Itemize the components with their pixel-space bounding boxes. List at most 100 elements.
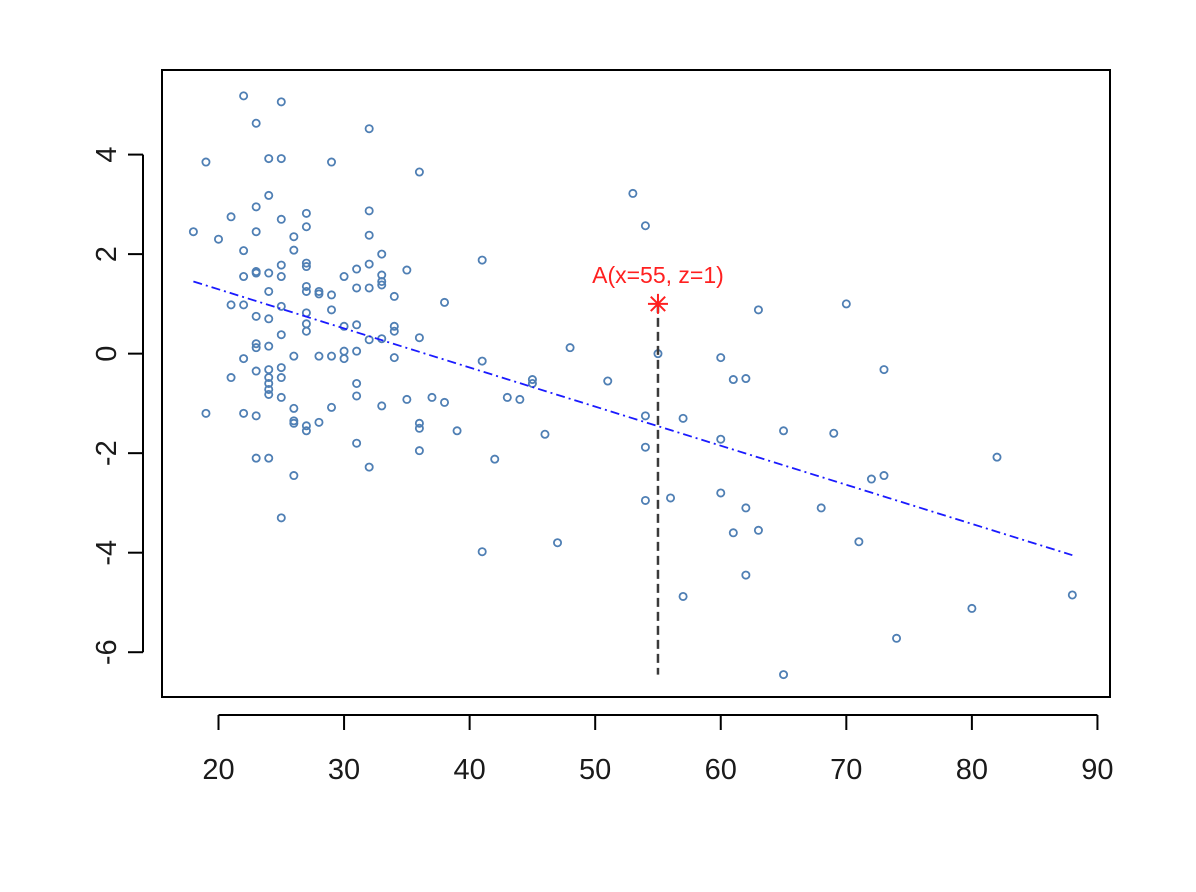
data-point [214,234,224,244]
data-point [276,363,286,373]
data-point [565,343,575,353]
data-point [239,408,249,418]
data-point [276,513,286,523]
data-point [414,423,424,433]
data-point [716,434,726,444]
data-point [301,262,311,272]
data-point [289,403,299,413]
data-point [264,389,274,399]
data-point [779,670,789,680]
data-point [477,547,487,557]
data-point [301,208,311,218]
data-point [389,353,399,363]
data-point [276,260,286,270]
x-tick-label: 60 [705,754,737,786]
data-point [414,167,424,177]
data-point [364,259,374,269]
data-point [678,591,688,601]
data-point [264,365,274,375]
data-point [251,202,261,212]
data-point [314,289,324,299]
data-point [352,378,362,388]
data-point [377,401,387,411]
data-point [377,249,387,259]
data-point [640,411,650,421]
data-point [276,392,286,402]
data-point [728,375,738,385]
data-point [402,265,412,275]
data-point [239,272,249,282]
data-point [239,300,249,310]
data-point [264,268,274,278]
data-point [477,255,487,265]
data-point [666,493,676,503]
x-tick-label: 40 [453,754,485,786]
data-point [364,462,374,472]
data-point [640,221,650,231]
data-point [716,353,726,363]
data-point [352,391,362,401]
data-point [414,333,424,343]
data-point [251,453,261,463]
data-point [352,438,362,448]
data-point [352,346,362,356]
data-point [327,402,337,412]
x-tick-label: 50 [579,754,611,786]
data-point [540,429,550,439]
data-point [264,373,274,383]
data-point [728,528,738,538]
data-point [276,301,286,311]
y-tick-label: -6 [91,639,123,665]
data-point [289,418,299,428]
data-point [327,157,337,167]
data-point [753,525,763,535]
data-point [640,442,650,452]
data-point [414,418,424,428]
data-point [414,446,424,456]
data-point [879,365,889,375]
data-point [854,537,864,547]
data-point [364,124,374,134]
data-point [440,397,450,407]
data-point [239,91,249,101]
data-point [477,356,487,366]
data-point [364,335,374,345]
x-tick-label: 30 [328,754,360,786]
data-point [251,366,261,376]
data-point [741,503,751,513]
data-point [816,503,826,513]
data-point [314,417,324,427]
trend-line-group [193,280,1073,557]
data-point [515,394,525,404]
data-point [364,206,374,216]
data-point [264,314,274,324]
y-tick-label: -4 [91,540,123,566]
x-tick-label: 70 [830,754,862,786]
data-point [239,246,249,256]
x-tick-label: 20 [202,754,234,786]
data-point [264,384,274,394]
x-tick-label: 80 [956,754,988,786]
data-point [339,346,349,356]
data-point [427,392,437,402]
data-point [201,408,211,418]
data-point [364,230,374,240]
data-point [389,326,399,336]
data-point [226,300,236,310]
data-point [716,488,726,498]
data-point [967,603,977,613]
data-point [301,222,311,232]
data-point [377,280,387,290]
data-point [264,453,274,463]
data-point [301,281,311,291]
data-point [352,264,362,274]
data-point [264,378,274,388]
data-point [640,495,650,505]
data-point [251,118,261,128]
data-point [276,97,286,107]
data-point [276,373,286,383]
data-point [226,373,236,383]
data-point [389,321,399,331]
data-point [603,376,613,386]
